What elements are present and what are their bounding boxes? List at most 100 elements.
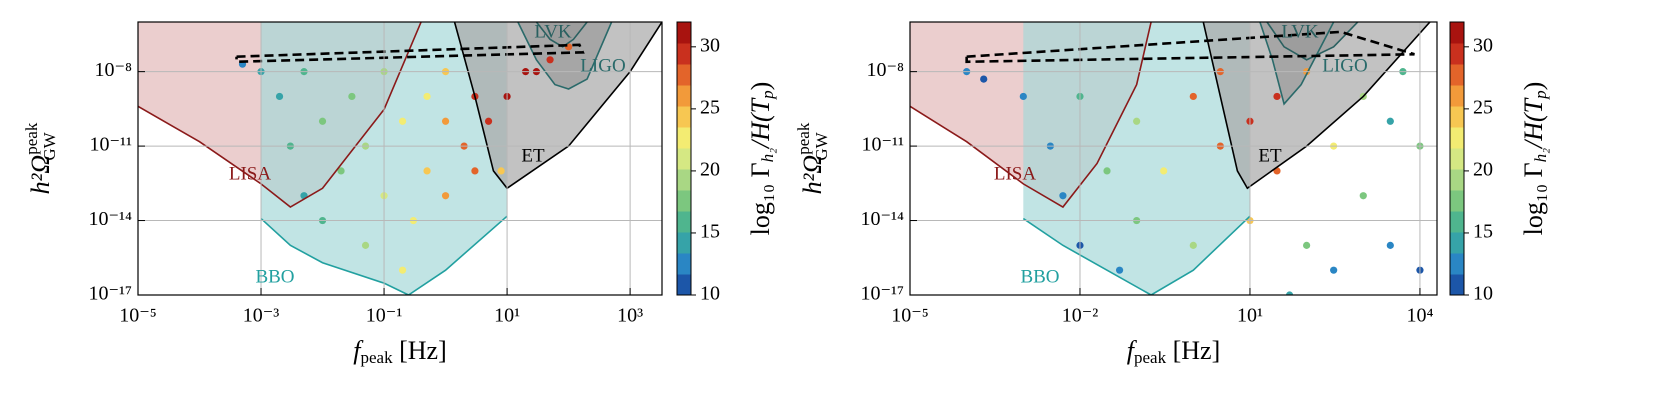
point	[1189, 241, 1197, 249]
text-part: peak	[794, 122, 813, 155]
point	[1133, 117, 1141, 125]
colorbar-tick-label: 25	[700, 96, 720, 118]
sensitivity-region	[517, 22, 612, 89]
text-part: peak	[1134, 348, 1167, 367]
colorbar-band	[677, 253, 691, 275]
point	[275, 92, 284, 101]
colorbar-band	[1450, 274, 1464, 296]
curve-label: LISA	[994, 163, 1037, 184]
text-part: )	[746, 82, 775, 91]
axes-frame	[909, 21, 1438, 296]
point	[484, 117, 493, 125]
colorbar-label: log₁₀ Γh₂/H(Tp)	[746, 82, 777, 236]
point	[1160, 167, 1168, 175]
point	[1386, 241, 1394, 249]
text-part: GW	[812, 131, 831, 160]
text-part: /H(T	[746, 97, 775, 150]
curve-label: ET	[1258, 145, 1282, 166]
point	[1359, 192, 1367, 200]
point	[1386, 117, 1394, 125]
point	[1303, 241, 1311, 249]
x-tick-label: 10⁻²	[1062, 305, 1099, 327]
envelope	[965, 30, 1415, 64]
colorbar-band	[677, 148, 691, 170]
sensitivity-curve	[535, 22, 588, 48]
point	[348, 92, 356, 101]
y-tick-label: 10⁻¹⁷	[88, 283, 132, 305]
colorbar-tick-label: 10	[1473, 283, 1493, 305]
point	[1103, 167, 1111, 175]
colorbar-tick-label: 30	[1473, 34, 1493, 56]
text-part: log₁₀ Γ	[746, 162, 775, 235]
colorbar-band	[1450, 64, 1464, 86]
sensitivity-curve	[1022, 215, 1251, 295]
point	[318, 117, 327, 125]
point	[337, 167, 345, 175]
colorbar-band	[677, 22, 691, 44]
point	[1189, 92, 1197, 101]
colorbar-band	[677, 169, 691, 191]
x-axis-label: fpeak [Hz]	[353, 336, 446, 367]
curve-label: LIGO	[1322, 55, 1367, 76]
text-part: /H(T	[1519, 97, 1548, 150]
curve-label: LVK	[1281, 21, 1319, 42]
colorbar-band	[1450, 43, 1464, 65]
colorbar-band	[1450, 85, 1464, 107]
axes-frame	[137, 21, 663, 296]
colorbar-band	[1450, 127, 1464, 149]
colorbar-band	[677, 274, 691, 296]
y-tick-label: 10⁻¹⁷	[860, 283, 904, 305]
text-part: f	[353, 336, 364, 365]
text-part: log₁₀ Γ	[1519, 162, 1548, 235]
x-tick-label: 10¹	[494, 305, 520, 327]
point	[1273, 92, 1281, 101]
sensitivity-region	[454, 22, 662, 189]
colorbar-band	[677, 85, 691, 107]
colorbar-band	[677, 43, 691, 65]
point	[1285, 291, 1294, 295]
point	[441, 117, 450, 125]
colorbar-band	[1450, 253, 1464, 275]
colorbar-band	[1450, 169, 1464, 191]
sensitivity-curve	[1266, 22, 1359, 61]
text-part: p	[758, 90, 777, 100]
y-tick-label: 10⁻⁸	[94, 59, 132, 81]
point	[546, 56, 554, 64]
point	[1059, 192, 1067, 200]
point	[423, 92, 431, 101]
colorbar-band	[677, 190, 691, 212]
colorbar-tick-label: 30	[700, 34, 720, 56]
colorbar-band	[677, 127, 691, 149]
x-axis-label: fpeak [Hz]	[1127, 336, 1220, 367]
colorbar-band	[1450, 190, 1464, 212]
colorbar-band	[677, 232, 691, 254]
sensitivity-curve	[1202, 22, 1431, 190]
text-part: )	[1519, 82, 1548, 91]
colorbar-tick-label: 25	[1473, 96, 1493, 118]
y-tick-label: 10⁻¹¹	[89, 134, 132, 156]
colorbar-tick-label: 10	[700, 283, 720, 305]
colorbar-band	[1450, 211, 1464, 233]
colorbar-frame	[1449, 21, 1465, 296]
curve-label: LISA	[229, 163, 272, 184]
text-part: h₂	[1531, 148, 1550, 163]
y-axis-label: h²ΩpeakGW	[22, 122, 59, 194]
point	[1019, 92, 1027, 101]
point	[398, 266, 407, 274]
colorbar-band	[677, 211, 691, 233]
curve-label: BBO	[1020, 266, 1059, 287]
colorbar-tick-label: 20	[1473, 159, 1493, 181]
x-tick-label: 10⁻¹	[366, 305, 403, 327]
text-part: peak	[22, 122, 41, 155]
colorbar-label: log₁₀ Γh₂/H(Tp)	[1519, 82, 1550, 236]
point	[980, 75, 988, 83]
text-part: h²Ω	[798, 155, 827, 195]
colorbar-tick-label: 15	[700, 221, 720, 243]
text-part: f	[1127, 336, 1138, 365]
colorbar-tick-label: 20	[700, 159, 720, 181]
y-tick-label: 10⁻¹⁴	[88, 208, 132, 230]
curve-label: ET	[521, 145, 545, 166]
point	[423, 167, 431, 175]
